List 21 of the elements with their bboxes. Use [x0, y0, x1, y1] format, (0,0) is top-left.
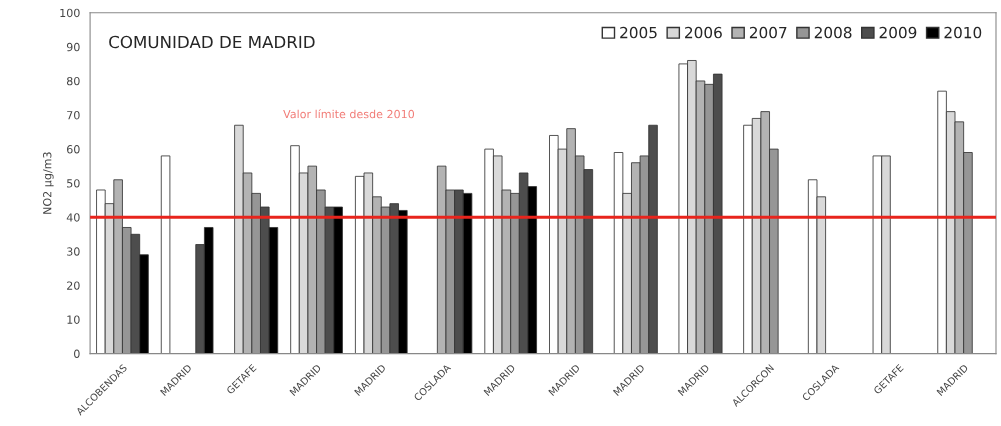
legend-label: 2007 [749, 26, 787, 39]
y-tick-label: 50 [67, 179, 80, 188]
y-tick-label: 60 [67, 145, 80, 154]
bar [160, 155, 171, 354]
y-tick-label: 20 [67, 281, 80, 290]
legend-label: 2010 [944, 26, 982, 39]
legend-label: 2006 [685, 26, 722, 39]
y-tick-label: 80 [66, 76, 80, 86]
legend-label: 2008 [814, 26, 852, 39]
y-tick-label: 30 [67, 247, 80, 256]
y-axis-title: NO2 µg/m3 [43, 152, 54, 214]
y-tick-label: 40 [66, 213, 80, 222]
y-tick-label: 100 [60, 8, 80, 18]
legend-label: 2005 [620, 26, 657, 39]
y-tick-label: 10 [67, 315, 80, 324]
y-tick-label: 90 [66, 42, 80, 52]
y-tick-label: 70 [67, 110, 80, 120]
y-tick-label: 0 [74, 349, 80, 358]
legend-label: 2009 [879, 26, 917, 39]
text: COMUNIDAD DE MADRID [109, 35, 315, 49]
ref-line-label: Valor límite desde 2010 [283, 109, 415, 119]
